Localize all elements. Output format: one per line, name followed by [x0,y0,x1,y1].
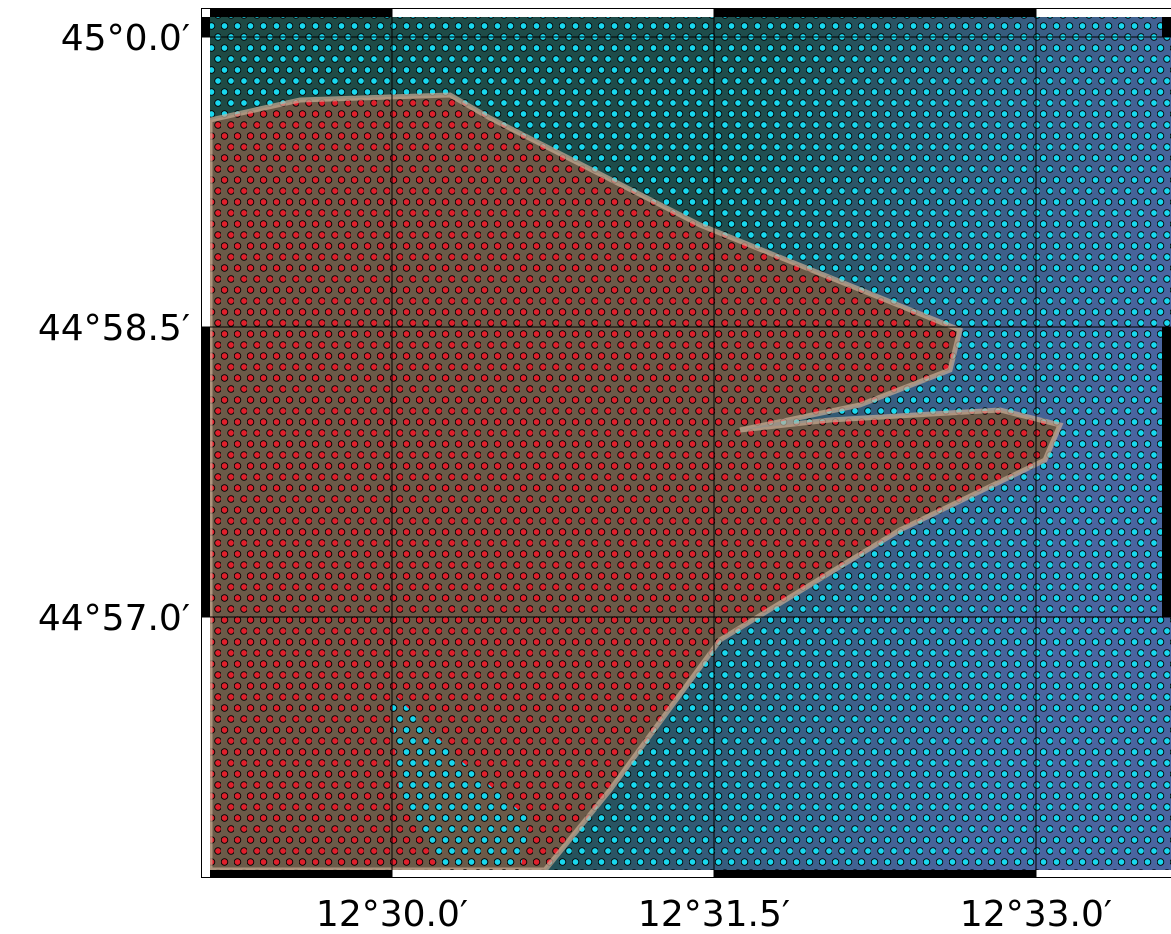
lon-label: 12°33.0′ [960,894,1112,934]
map-figure: 45°0.0′ 44°58.5′ 44°57.0′ 12°30.0′ 12°31… [0,0,1171,934]
map-area [210,17,1171,870]
lat-label: 45°0.0′ [61,18,190,59]
lat-label: 44°58.5′ [38,308,190,349]
lon-label: 12°30.0′ [316,894,468,934]
lat-label: 44°57.0′ [38,598,190,639]
lon-label: 12°31.5′ [638,894,790,934]
